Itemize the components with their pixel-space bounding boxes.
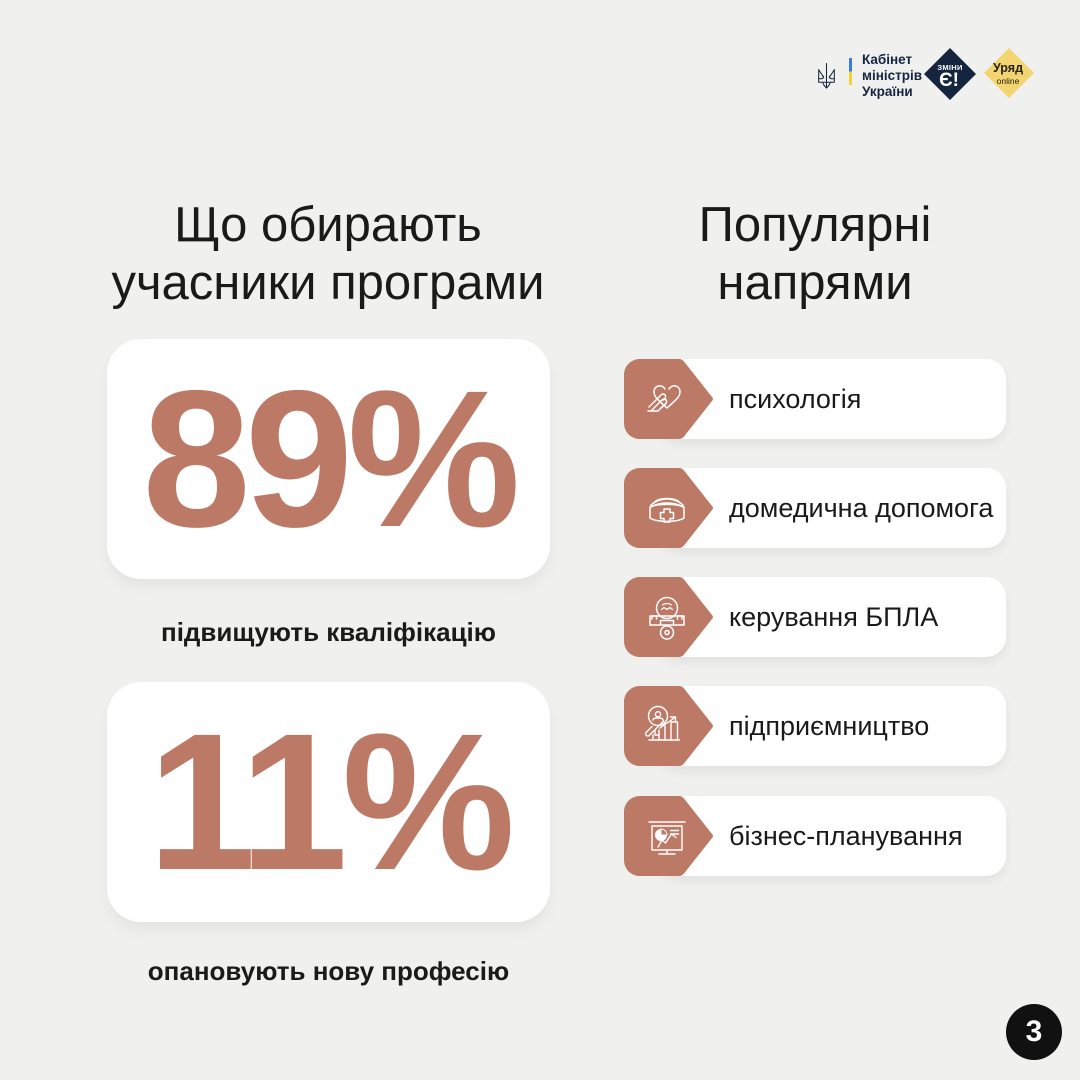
svg-text:online: online: [997, 76, 1020, 86]
svg-text:Є!: Є!: [939, 70, 959, 91]
svg-text:Уряд: Уряд: [993, 61, 1023, 75]
